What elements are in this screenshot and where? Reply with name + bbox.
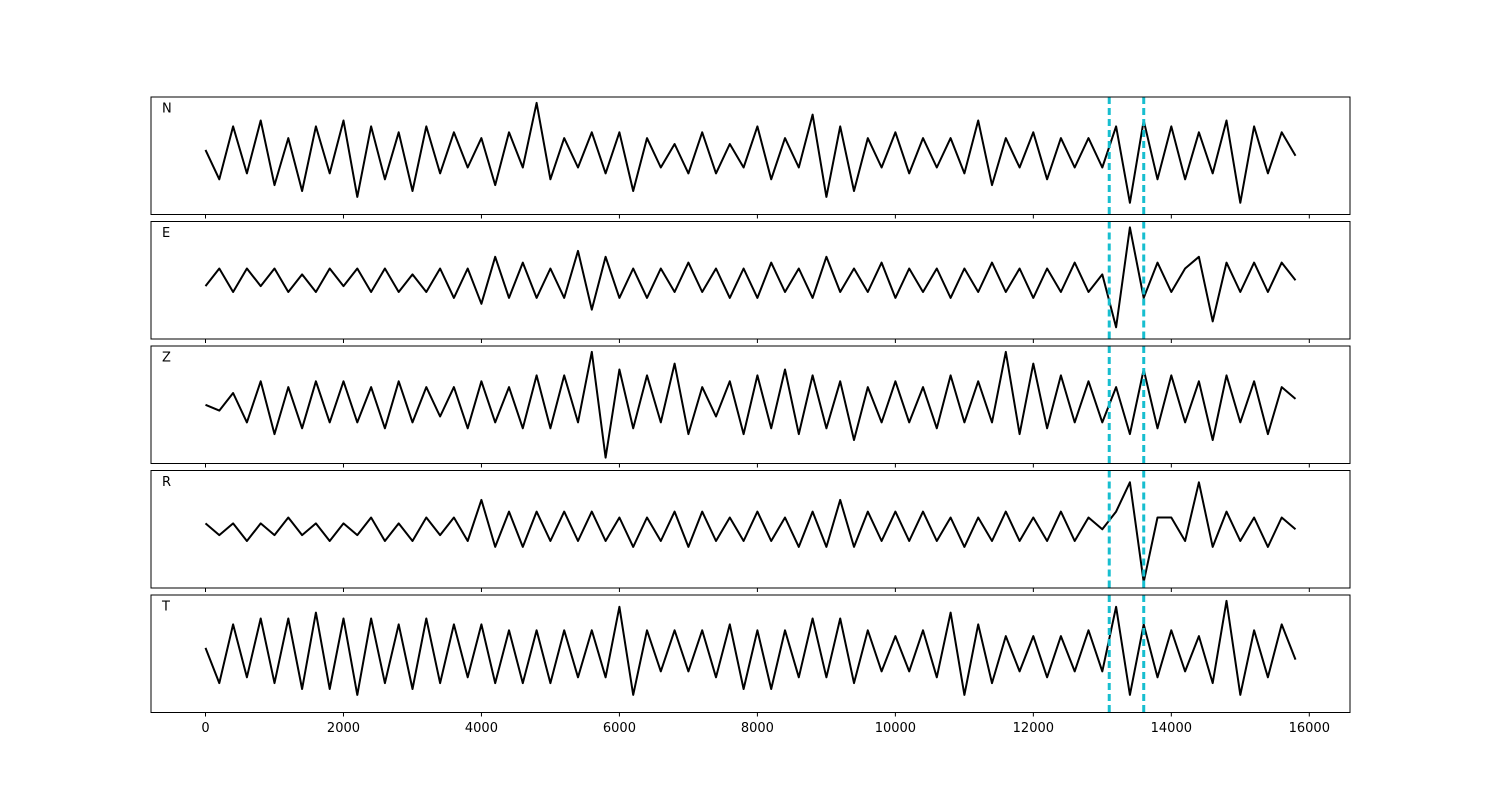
- panel-label: N: [162, 102, 172, 117]
- x-tick-label: 2000: [327, 721, 360, 736]
- x-tick-label: 0: [201, 721, 209, 736]
- panel-frame: [150, 221, 1351, 340]
- x-tick-label: 12000: [1013, 721, 1054, 736]
- panel-label: R: [162, 475, 171, 490]
- waveform: [204, 481, 1297, 584]
- x-tick-label: 16000: [1289, 721, 1330, 736]
- panel-frame: [150, 594, 1351, 713]
- panel-frame: [150, 470, 1351, 589]
- waveform: [205, 350, 1297, 459]
- x-tick-label: 6000: [603, 721, 636, 736]
- x-tick-label: 14000: [1151, 721, 1192, 736]
- x-tick-label: 8000: [741, 721, 774, 736]
- waveform: [204, 226, 1297, 329]
- panel-frame: [150, 96, 1351, 215]
- waveform: [204, 599, 1297, 696]
- waveform: [204, 101, 1297, 204]
- panel-label: E: [162, 226, 170, 241]
- panel-label: T: [161, 600, 170, 615]
- x-tick-label: 10000: [875, 721, 916, 736]
- panel-label: Z: [162, 351, 171, 366]
- x-tick-label: 4000: [465, 721, 498, 736]
- panel-frame: [150, 345, 1351, 464]
